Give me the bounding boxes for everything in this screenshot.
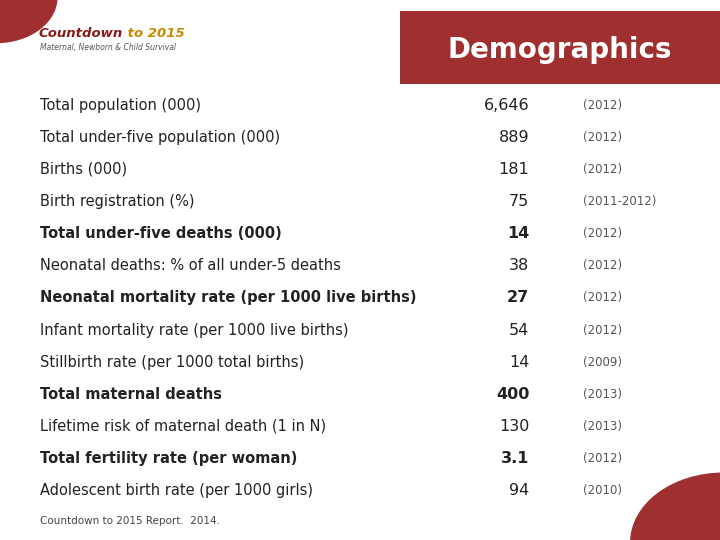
- Text: 400: 400: [496, 387, 529, 402]
- Text: 3.1: 3.1: [501, 451, 529, 466]
- Text: 130: 130: [499, 419, 529, 434]
- Text: (2012): (2012): [583, 259, 622, 272]
- Text: Neonatal deaths: % of all under-5 deaths: Neonatal deaths: % of all under-5 deaths: [40, 258, 341, 273]
- Text: Maternal, Newborn & Child Survival: Maternal, Newborn & Child Survival: [40, 43, 176, 52]
- Text: 181: 181: [498, 162, 529, 177]
- Text: Total population (000): Total population (000): [40, 98, 201, 113]
- Wedge shape: [0, 0, 58, 43]
- Text: (2012): (2012): [583, 163, 622, 176]
- Text: Total under-five population (000): Total under-five population (000): [40, 130, 280, 145]
- Text: 889: 889: [498, 130, 529, 145]
- Text: to 2015: to 2015: [123, 27, 185, 40]
- Text: Birth registration (%): Birth registration (%): [40, 194, 194, 209]
- Text: Countdown: Countdown: [38, 27, 122, 40]
- Text: Stillbirth rate (per 1000 total births): Stillbirth rate (per 1000 total births): [40, 355, 304, 370]
- Text: (2012): (2012): [583, 227, 622, 240]
- Text: Countdown to 2015 Report.  2014.: Countdown to 2015 Report. 2014.: [40, 516, 220, 526]
- Text: 27: 27: [507, 291, 529, 306]
- Text: (2009): (2009): [583, 356, 622, 369]
- Text: (2012): (2012): [583, 323, 622, 336]
- Text: 54: 54: [509, 322, 529, 338]
- Text: (2012): (2012): [583, 452, 622, 465]
- Text: 14: 14: [507, 226, 529, 241]
- Text: (2012): (2012): [583, 292, 622, 305]
- FancyBboxPatch shape: [400, 11, 720, 84]
- Text: 75: 75: [509, 194, 529, 209]
- Text: 14: 14: [509, 355, 529, 370]
- Text: (2010): (2010): [583, 484, 622, 497]
- Text: Lifetime risk of maternal death (1 in N): Lifetime risk of maternal death (1 in N): [40, 419, 325, 434]
- Text: 6,646: 6,646: [484, 98, 529, 113]
- Text: (2011-2012): (2011-2012): [583, 195, 657, 208]
- Text: (2013): (2013): [583, 388, 622, 401]
- Text: Infant mortality rate (per 1000 live births): Infant mortality rate (per 1000 live bir…: [40, 322, 348, 338]
- Text: 38: 38: [509, 258, 529, 273]
- Text: (2012): (2012): [583, 131, 622, 144]
- Text: Demographics: Demographics: [448, 36, 672, 64]
- Text: Adolescent birth rate (per 1000 girls): Adolescent birth rate (per 1000 girls): [40, 483, 312, 498]
- Text: Total under-five deaths (000): Total under-five deaths (000): [40, 226, 282, 241]
- Text: Total maternal deaths: Total maternal deaths: [40, 387, 222, 402]
- Text: Births (000): Births (000): [40, 162, 127, 177]
- Text: (2013): (2013): [583, 420, 622, 433]
- Text: 94: 94: [509, 483, 529, 498]
- Text: Neonatal mortality rate (per 1000 live births): Neonatal mortality rate (per 1000 live b…: [40, 291, 416, 306]
- Text: Total fertility rate (per woman): Total fertility rate (per woman): [40, 451, 297, 466]
- Text: (2012): (2012): [583, 99, 622, 112]
- Wedge shape: [630, 472, 720, 540]
